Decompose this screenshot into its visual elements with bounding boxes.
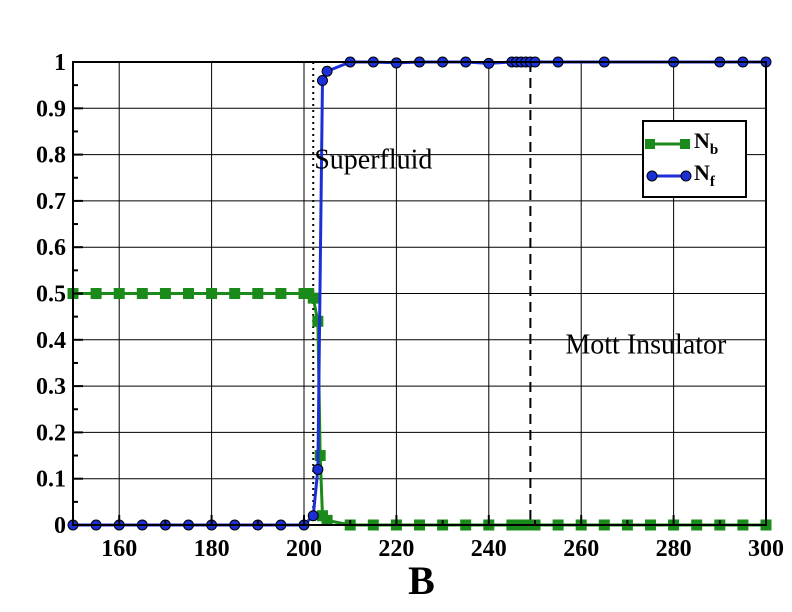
- annotation-label: Superfluid: [314, 144, 432, 175]
- data-point-n-b: [252, 288, 264, 299]
- y-tick-label: 0.9: [36, 96, 66, 122]
- data-point-n-b: [159, 288, 171, 299]
- data-point-n-f: [483, 57, 495, 69]
- grid: [73, 61, 767, 526]
- legend-label-n-f: Nf: [694, 160, 716, 190]
- y-tick-label: 0.4: [36, 328, 66, 354]
- x-tick-label: 160: [101, 536, 137, 562]
- data-point-n-b: [307, 292, 319, 304]
- y-tick-label: 0: [54, 513, 66, 539]
- x-tick-label: 200: [286, 536, 322, 562]
- y-tick-label: 0.3: [36, 374, 66, 400]
- data-point-n-b: [90, 288, 102, 299]
- legend-marker-n-b: [680, 139, 690, 149]
- x-tick-label: 240: [471, 536, 507, 562]
- x-axis-ticks: 160 180 200 220 240 260 280 300: [72, 515, 784, 562]
- y-tick-label: 0.8: [36, 143, 66, 169]
- x-axis-label: B: [408, 558, 435, 603]
- data-point-n-b: [321, 514, 333, 526]
- y-tick-label: 0.5: [36, 282, 66, 308]
- data-point-n-f: [312, 463, 324, 475]
- x-tick-label: 260: [563, 536, 599, 562]
- data-point-n-b: [206, 288, 218, 299]
- x-tick-label: 280: [656, 536, 692, 562]
- x-tick-label: 300: [748, 536, 784, 562]
- data-point-n-f: [316, 75, 328, 87]
- data-point-n-b: [183, 288, 194, 299]
- annotations: Superfluid Mott Insulator: [314, 144, 727, 360]
- data-point-n-b: [275, 288, 287, 299]
- series-line-n-b: [73, 292, 766, 527]
- data-point-n-b: [229, 288, 241, 299]
- y-tick-label: 0.7: [36, 189, 66, 215]
- x-tick-label: 180: [194, 536, 230, 562]
- legend-marker-n-f: [646, 170, 658, 182]
- data-point-n-b: [136, 288, 148, 299]
- data-point-n-f: [307, 510, 319, 522]
- y-tick-label: 0.1: [36, 467, 66, 493]
- data-point-n-f: [321, 65, 333, 77]
- y-tick-label: 1: [54, 50, 66, 76]
- legend-label-n-b: Nb: [694, 128, 718, 158]
- data-point-n-b: [314, 450, 326, 462]
- legend-marker-n-f: [680, 170, 692, 182]
- y-tick-label: 0.6: [36, 235, 66, 261]
- reference-lines: [312, 62, 532, 525]
- legend-box: [642, 120, 747, 198]
- annotation-label: Mott Insulator: [565, 330, 727, 361]
- x-tick-label: 220: [378, 536, 414, 562]
- data-point-n-b: [312, 315, 324, 327]
- y-axis-ticks: 0 0.1 0.2 0.3 0.4 0.5 0.6 0.7 0.8 0.9 1: [36, 50, 83, 539]
- data-point-n-b: [113, 288, 125, 299]
- legend-marker-n-b: [645, 139, 655, 149]
- y-tick-label: 0.2: [36, 420, 66, 446]
